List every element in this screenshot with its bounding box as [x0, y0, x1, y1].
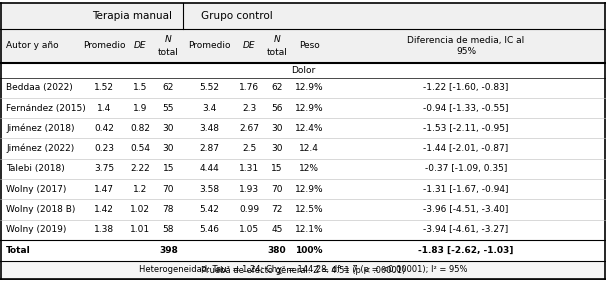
Bar — [1, 3, 605, 29]
Text: Wolny (2018 B): Wolny (2018 B) — [6, 205, 75, 214]
Text: -1.31 [-1.67, -0.94]: -1.31 [-1.67, -0.94] — [423, 185, 509, 194]
Text: 5.52: 5.52 — [199, 83, 219, 92]
Text: 30: 30 — [163, 144, 174, 153]
Text: -0.37 [-1.09, 0.35]: -0.37 [-1.09, 0.35] — [425, 164, 507, 173]
Text: Promedio: Promedio — [188, 41, 230, 50]
Text: 30: 30 — [271, 124, 282, 133]
Text: 1.42: 1.42 — [94, 205, 114, 214]
Text: 12.9%: 12.9% — [295, 103, 324, 113]
Text: 1.05: 1.05 — [239, 225, 259, 234]
Text: 3.58: 3.58 — [199, 185, 219, 194]
Text: 1.01: 1.01 — [130, 225, 150, 234]
Text: 12%: 12% — [299, 164, 319, 173]
Text: 0.42: 0.42 — [94, 124, 114, 133]
Text: 2.87: 2.87 — [199, 144, 219, 153]
Bar — [1, 29, 605, 63]
Text: total: total — [158, 48, 179, 57]
Text: -3.96 [-4.51, -3.40]: -3.96 [-4.51, -3.40] — [424, 205, 508, 214]
Text: N: N — [273, 35, 281, 44]
Text: 78: 78 — [163, 205, 174, 214]
Text: 0.54: 0.54 — [130, 144, 150, 153]
Text: Diferencia de media, IC al: Diferencia de media, IC al — [407, 36, 525, 45]
Text: DE: DE — [134, 41, 146, 50]
Text: -1.83 [-2.62, -1.03]: -1.83 [-2.62, -1.03] — [418, 246, 514, 255]
Text: 3.4: 3.4 — [202, 103, 216, 113]
Text: 2.22: 2.22 — [130, 164, 150, 173]
Text: 1.5: 1.5 — [133, 83, 147, 92]
Text: 62: 62 — [271, 83, 282, 92]
Text: 3.48: 3.48 — [199, 124, 219, 133]
Text: N: N — [165, 35, 172, 44]
Text: 12.9%: 12.9% — [295, 83, 324, 92]
Text: total: total — [267, 48, 287, 57]
Text: 3.75: 3.75 — [94, 164, 114, 173]
Text: Total: Total — [6, 246, 31, 255]
Text: 55: 55 — [163, 103, 174, 113]
Text: 95%: 95% — [456, 47, 476, 56]
Text: Terapia manual: Terapia manual — [92, 11, 173, 21]
Text: 0.99: 0.99 — [239, 205, 259, 214]
Text: 380: 380 — [268, 246, 286, 255]
Text: Wolny (2019): Wolny (2019) — [6, 225, 67, 234]
Text: 1.52: 1.52 — [94, 83, 114, 92]
Text: 1.31: 1.31 — [239, 164, 259, 173]
Text: 1.4: 1.4 — [97, 103, 111, 113]
Text: -1.22 [-1.60, -0.83]: -1.22 [-1.60, -0.83] — [424, 83, 508, 92]
Text: Talebi (2018): Talebi (2018) — [6, 164, 65, 173]
Text: -0.94 [-1.33, -0.55]: -0.94 [-1.33, -0.55] — [423, 103, 509, 113]
Text: 2.5: 2.5 — [242, 144, 256, 153]
Text: -1.53 [-2.11, -0.95]: -1.53 [-2.11, -0.95] — [423, 124, 509, 133]
Text: 12.4%: 12.4% — [295, 124, 324, 133]
Text: 1.93: 1.93 — [239, 185, 259, 194]
Text: 30: 30 — [163, 124, 174, 133]
Text: 1.38: 1.38 — [94, 225, 114, 234]
Text: Wolny (2017): Wolny (2017) — [6, 185, 67, 194]
Text: 58: 58 — [163, 225, 174, 234]
Text: Promedio: Promedio — [82, 41, 125, 50]
Text: 72: 72 — [271, 205, 282, 214]
Text: Dolor: Dolor — [291, 66, 315, 74]
Text: Jiménez (2022): Jiménez (2022) — [6, 144, 75, 153]
Text: 1.76: 1.76 — [239, 83, 259, 92]
Text: 0.82: 0.82 — [130, 124, 150, 133]
Text: 56: 56 — [271, 103, 282, 113]
Text: 45: 45 — [271, 225, 282, 234]
Text: 2.3: 2.3 — [242, 103, 256, 113]
Text: 1.9: 1.9 — [133, 103, 147, 113]
Text: 398: 398 — [159, 246, 178, 255]
Text: 1.02: 1.02 — [130, 205, 150, 214]
Text: 62: 62 — [163, 83, 174, 92]
Text: 0.23: 0.23 — [94, 144, 114, 153]
Text: -3.94 [-4.61, -3.27]: -3.94 [-4.61, -3.27] — [424, 225, 508, 234]
Text: Jiménez (2018): Jiménez (2018) — [6, 124, 75, 133]
Text: 4.44: 4.44 — [199, 164, 219, 173]
Text: 1.2: 1.2 — [133, 185, 147, 194]
Text: 70: 70 — [163, 185, 174, 194]
Text: 5.42: 5.42 — [199, 205, 219, 214]
Text: Heterogeneidad: Tau² = 1.24; Chχ² = 144.28, df = 7 (p = <0.00001); I² = 95%: Heterogeneidad: Tau² = 1.24; Chχ² = 144.… — [139, 265, 467, 274]
Text: 5.46: 5.46 — [199, 225, 219, 234]
Text: Prueba de efecto general: Z = 4.51 (p < .00001): Prueba de efecto general: Z = 4.51 (p < … — [201, 266, 405, 275]
Text: 12.9%: 12.9% — [295, 185, 324, 194]
Text: Beddaa (2022): Beddaa (2022) — [6, 83, 73, 92]
Text: 12.5%: 12.5% — [295, 205, 324, 214]
Text: 12.1%: 12.1% — [295, 225, 324, 234]
Text: Peso: Peso — [299, 41, 319, 50]
Text: -1.44 [-2.01, -0.87]: -1.44 [-2.01, -0.87] — [424, 144, 508, 153]
Text: Grupo control: Grupo control — [201, 11, 273, 21]
Text: Fernández (2015): Fernández (2015) — [6, 103, 86, 113]
Text: 2.67: 2.67 — [239, 124, 259, 133]
Text: 12.4: 12.4 — [299, 144, 319, 153]
Text: 30: 30 — [271, 144, 282, 153]
Bar — [1, 261, 605, 279]
Text: 15: 15 — [163, 164, 174, 173]
Text: 100%: 100% — [295, 246, 323, 255]
Text: DE: DE — [243, 41, 255, 50]
Text: Autor y año: Autor y año — [6, 41, 59, 50]
Text: 15: 15 — [271, 164, 282, 173]
Text: 70: 70 — [271, 185, 282, 194]
Text: 1.47: 1.47 — [94, 185, 114, 194]
